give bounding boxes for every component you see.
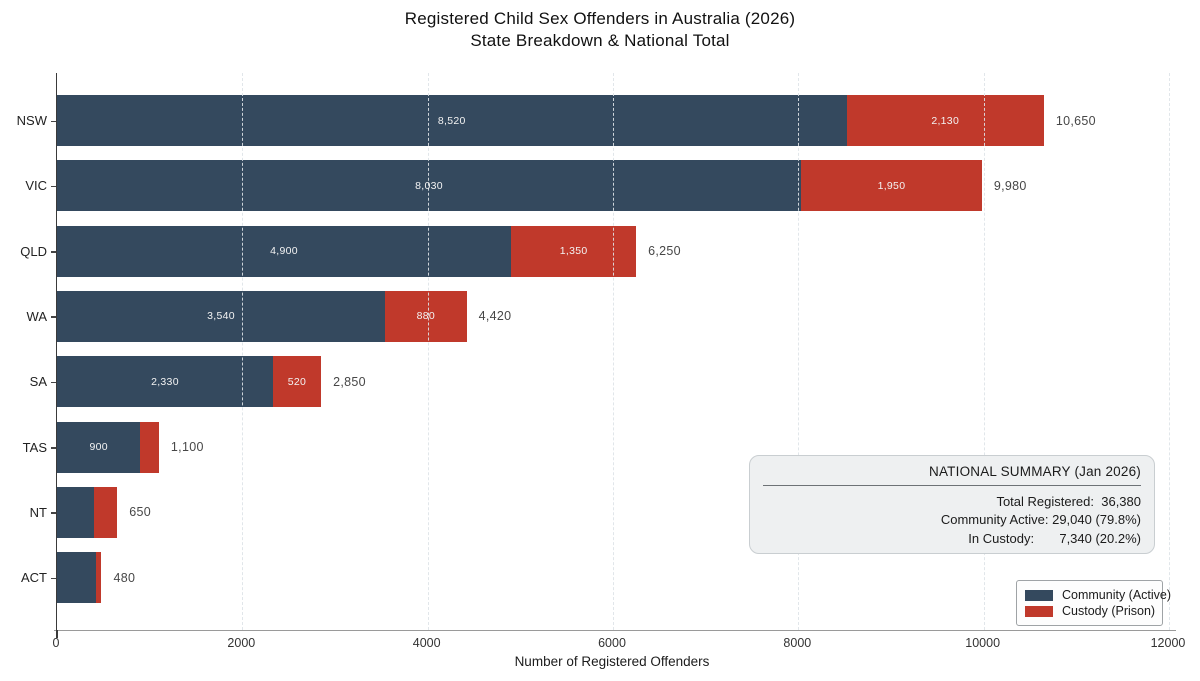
legend-entry-label: Custody (Prison)	[1062, 604, 1156, 618]
y-axis-label-vic: VIC	[25, 178, 47, 194]
legend-entry-label: Community (Active)	[1062, 588, 1172, 602]
bar-value-community: 900	[89, 441, 108, 453]
y-tick-mark	[51, 512, 56, 514]
legend-swatch-icon	[1025, 605, 1053, 617]
x-tick-label: 6000	[598, 636, 626, 650]
bar-custody-sa	[272, 356, 322, 408]
bar-custody-wa	[385, 290, 467, 342]
bar-value-custody: 880	[416, 310, 435, 323]
chart-title-line2: State Breakdown & National Total	[470, 31, 730, 50]
bar-value-custody: 2,130	[931, 114, 960, 127]
y-axis-label-act: ACT	[21, 570, 47, 586]
bar-value-community: 3,540	[207, 310, 235, 323]
bar-community-sa	[57, 356, 273, 408]
bar-community-tas	[57, 421, 141, 473]
x-tick-label: 12000	[1150, 636, 1186, 650]
bar-value-custody: 520	[287, 375, 307, 388]
x-axis-line	[54, 630, 1176, 631]
bar-value-community: 8,030	[415, 179, 443, 192]
y-tick-mark	[51, 120, 56, 122]
bar-community-act	[57, 552, 96, 604]
y-tick-mark	[51, 381, 56, 384]
y-tick-mark	[51, 251, 56, 253]
y-axis-label-nt: NT	[29, 504, 47, 520]
bar-value-community: 2,330	[151, 375, 179, 388]
y-axis-label-qld: QLD	[20, 243, 47, 259]
gridline-x10000	[983, 73, 985, 630]
bar-value-custody: 1,350	[559, 245, 588, 258]
y-tick-mark	[51, 185, 56, 188]
bar-value-community: 4,900	[270, 245, 298, 258]
bar-community-nsw	[57, 95, 847, 146]
bar-custody-tas	[140, 421, 159, 473]
gridline-x6000	[613, 73, 614, 630]
bar-total-label: 2,850	[333, 374, 366, 389]
legend-entry: Custody (Prison)	[1025, 603, 1156, 619]
bar-value-community: 8,520	[437, 114, 466, 127]
bar-total-label: 650	[129, 505, 151, 520]
national-summary-box: NATIONAL SUMMARY (Jan 2026) Total Regist…	[749, 455, 1155, 554]
x-tick-label: 10000	[965, 636, 1001, 650]
bar-total-label: 1,100	[170, 440, 204, 454]
bar-total-label: 9,980	[993, 178, 1027, 193]
bar-custody-vic	[801, 160, 982, 212]
legend-entry: Community (Active)	[1025, 587, 1171, 603]
bar-custody-qld	[511, 225, 637, 277]
chart-title: Registered Child Sex Offenders in Austra…	[0, 8, 1200, 52]
summary-line: Community Active: 29,040 (79.8%)	[940, 512, 1141, 528]
bar-total-label: 6,250	[648, 244, 681, 259]
gridline-x8000	[798, 73, 800, 630]
bar-community-qld	[57, 225, 512, 277]
gridline-x2000	[242, 73, 244, 630]
summary-divider	[763, 485, 1141, 486]
y-axis-label-nsw: NSW	[16, 113, 47, 128]
national-summary-title: NATIONAL SUMMARY (Jan 2026)	[929, 464, 1141, 479]
bar-community-vic	[57, 160, 802, 212]
bar-custody-nsw	[846, 95, 1044, 146]
x-tick-label: 8000	[783, 636, 812, 650]
chart-title-line1: Registered Child Sex Offenders in Austra…	[404, 9, 796, 28]
bar-community-wa	[57, 290, 386, 342]
gridline-x4000	[427, 73, 429, 630]
y-axis-label-wa: WA	[26, 308, 47, 324]
y-tick-mark	[51, 577, 56, 580]
y-axis-label-tas: TAS	[22, 439, 47, 455]
bar-total-label: 10,650	[1055, 113, 1096, 128]
x-tick-label: 0	[52, 636, 60, 650]
x-tick-label: 4000	[412, 636, 441, 650]
legend-swatch-icon	[1025, 589, 1053, 601]
y-axis-spine	[56, 630, 58, 638]
national-summary-lines: Total Registered: 36,380 Community Active…	[763, 493, 1141, 548]
y-tick-mark	[51, 316, 56, 318]
bar-total-label: 480	[113, 570, 136, 585]
plot-area: 8,520 2,130 10,650 NSW 8,030 1,950 9,980 VIC 4,9…	[17, 73, 1170, 630]
y-axis-label-sa: SA	[29, 374, 47, 390]
x-tick-label: 2000	[227, 636, 256, 650]
bar-custody-nt	[94, 486, 118, 538]
summary-line: Total Registered: 36,380	[996, 494, 1141, 509]
legend: Community (Active) Custody (Prison)	[1016, 580, 1171, 626]
bar-total-label: 4,420	[478, 309, 512, 324]
x-axis-title: Number of Registered Offenders	[514, 654, 710, 669]
bar-value-custody: 1,950	[877, 179, 906, 192]
bar-community-nt	[57, 486, 95, 538]
summary-line: In Custody: 7,340 (20.2%)	[968, 530, 1141, 546]
gridline-x12000	[1169, 73, 1170, 630]
y-tick-mark	[51, 447, 56, 449]
bar-custody-act	[95, 552, 102, 604]
